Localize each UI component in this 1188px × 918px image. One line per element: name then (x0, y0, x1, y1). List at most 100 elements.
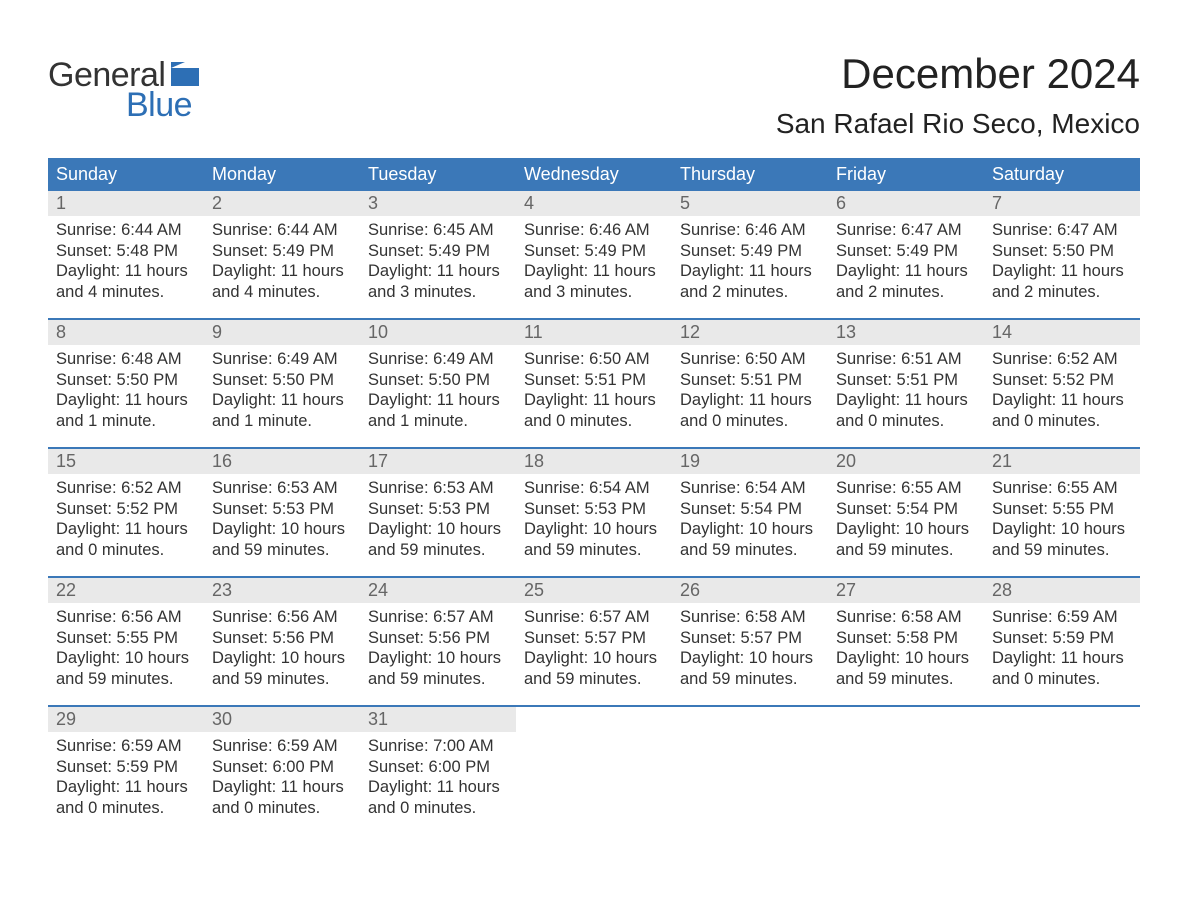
sunrise-line: Sunrise: 6:44 AM (212, 220, 352, 241)
title-block: December 2024 San Rafael Rio Seco, Mexic… (776, 50, 1140, 158)
sunrise-line: Sunrise: 6:53 AM (212, 478, 352, 499)
day-number: 21 (984, 449, 1140, 474)
weekday-header: Thursday (672, 158, 828, 191)
daylight-line: Daylight: 11 hours and 2 minutes. (680, 261, 820, 302)
day-details: Sunrise: 6:57 AMSunset: 5:57 PMDaylight:… (516, 603, 672, 694)
daylight-line: Daylight: 11 hours and 0 minutes. (524, 390, 664, 431)
calendar-week-row: 1Sunrise: 6:44 AMSunset: 5:48 PMDaylight… (48, 191, 1140, 319)
daylight-line: Daylight: 11 hours and 2 minutes. (836, 261, 976, 302)
calendar-cell: 15Sunrise: 6:52 AMSunset: 5:52 PMDayligh… (48, 449, 204, 577)
sunrise-line: Sunrise: 6:53 AM (368, 478, 508, 499)
sunrise-line: Sunrise: 6:55 AM (992, 478, 1132, 499)
sunrise-line: Sunrise: 7:00 AM (368, 736, 508, 757)
day-number: 3 (360, 191, 516, 216)
calendar-cell: 11Sunrise: 6:50 AMSunset: 5:51 PMDayligh… (516, 320, 672, 448)
sunset-line: Sunset: 5:49 PM (836, 241, 976, 262)
day-details: Sunrise: 6:46 AMSunset: 5:49 PMDaylight:… (516, 216, 672, 307)
calendar-header: SundayMondayTuesdayWednesdayThursdayFrid… (48, 158, 1140, 191)
sunset-line: Sunset: 5:53 PM (212, 499, 352, 520)
calendar-week-row: 8Sunrise: 6:48 AMSunset: 5:50 PMDaylight… (48, 320, 1140, 448)
calendar-cell: 18Sunrise: 6:54 AMSunset: 5:53 PMDayligh… (516, 449, 672, 577)
day-number: 20 (828, 449, 984, 474)
daylight-line: Daylight: 11 hours and 0 minutes. (836, 390, 976, 431)
calendar-cell: 8Sunrise: 6:48 AMSunset: 5:50 PMDaylight… (48, 320, 204, 448)
daylight-line: Daylight: 11 hours and 0 minutes. (680, 390, 820, 431)
calendar-cell: 2Sunrise: 6:44 AMSunset: 5:49 PMDaylight… (204, 191, 360, 319)
calendar-cell (984, 707, 1140, 835)
header-row: General Blue December 2024 San Rafael Ri… (48, 50, 1140, 158)
daylight-line: Daylight: 11 hours and 0 minutes. (56, 777, 196, 818)
day-number: 6 (828, 191, 984, 216)
day-details: Sunrise: 6:58 AMSunset: 5:57 PMDaylight:… (672, 603, 828, 694)
calendar-cell: 31Sunrise: 7:00 AMSunset: 6:00 PMDayligh… (360, 707, 516, 835)
day-number: 24 (360, 578, 516, 603)
sunset-line: Sunset: 5:50 PM (368, 370, 508, 391)
day-number: 10 (360, 320, 516, 345)
day-details: Sunrise: 6:51 AMSunset: 5:51 PMDaylight:… (828, 345, 984, 436)
calendar-week-row: 22Sunrise: 6:56 AMSunset: 5:55 PMDayligh… (48, 578, 1140, 706)
day-number: 11 (516, 320, 672, 345)
calendar-cell: 29Sunrise: 6:59 AMSunset: 5:59 PMDayligh… (48, 707, 204, 835)
day-number: 27 (828, 578, 984, 603)
daylight-line: Daylight: 11 hours and 3 minutes. (524, 261, 664, 302)
daylight-line: Daylight: 10 hours and 59 minutes. (836, 519, 976, 560)
sunrise-line: Sunrise: 6:50 AM (680, 349, 820, 370)
sunset-line: Sunset: 5:53 PM (368, 499, 508, 520)
sunset-line: Sunset: 5:49 PM (680, 241, 820, 262)
sunset-line: Sunset: 5:50 PM (56, 370, 196, 391)
day-details: Sunrise: 7:00 AMSunset: 6:00 PMDaylight:… (360, 732, 516, 823)
calendar-cell: 21Sunrise: 6:55 AMSunset: 5:55 PMDayligh… (984, 449, 1140, 577)
sunset-line: Sunset: 5:59 PM (992, 628, 1132, 649)
day-number: 16 (204, 449, 360, 474)
weekday-header: Saturday (984, 158, 1140, 191)
sunset-line: Sunset: 5:51 PM (680, 370, 820, 391)
day-details: Sunrise: 6:50 AMSunset: 5:51 PMDaylight:… (516, 345, 672, 436)
sunrise-line: Sunrise: 6:45 AM (368, 220, 508, 241)
day-details: Sunrise: 6:59 AMSunset: 6:00 PMDaylight:… (204, 732, 360, 823)
sunset-line: Sunset: 5:54 PM (836, 499, 976, 520)
sunrise-line: Sunrise: 6:58 AM (680, 607, 820, 628)
calendar-cell: 22Sunrise: 6:56 AMSunset: 5:55 PMDayligh… (48, 578, 204, 706)
sunset-line: Sunset: 5:59 PM (56, 757, 196, 778)
sunrise-line: Sunrise: 6:55 AM (836, 478, 976, 499)
day-details: Sunrise: 6:48 AMSunset: 5:50 PMDaylight:… (48, 345, 204, 436)
daylight-line: Daylight: 11 hours and 0 minutes. (212, 777, 352, 818)
sunrise-line: Sunrise: 6:44 AM (56, 220, 196, 241)
day-details: Sunrise: 6:59 AMSunset: 5:59 PMDaylight:… (48, 732, 204, 823)
weekday-header: Friday (828, 158, 984, 191)
daylight-line: Daylight: 10 hours and 59 minutes. (368, 519, 508, 560)
weekday-header: Sunday (48, 158, 204, 191)
day-number: 15 (48, 449, 204, 474)
location-title: San Rafael Rio Seco, Mexico (776, 108, 1140, 140)
day-number: 31 (360, 707, 516, 732)
weekday-header: Wednesday (516, 158, 672, 191)
day-details: Sunrise: 6:49 AMSunset: 5:50 PMDaylight:… (204, 345, 360, 436)
sunset-line: Sunset: 5:52 PM (992, 370, 1132, 391)
sunrise-line: Sunrise: 6:46 AM (524, 220, 664, 241)
day-details: Sunrise: 6:47 AMSunset: 5:49 PMDaylight:… (828, 216, 984, 307)
day-details: Sunrise: 6:56 AMSunset: 5:56 PMDaylight:… (204, 603, 360, 694)
day-number: 4 (516, 191, 672, 216)
day-details: Sunrise: 6:55 AMSunset: 5:55 PMDaylight:… (984, 474, 1140, 565)
day-details: Sunrise: 6:46 AMSunset: 5:49 PMDaylight:… (672, 216, 828, 307)
sunset-line: Sunset: 5:57 PM (680, 628, 820, 649)
calendar-cell: 17Sunrise: 6:53 AMSunset: 5:53 PMDayligh… (360, 449, 516, 577)
sunrise-line: Sunrise: 6:57 AM (368, 607, 508, 628)
daylight-line: Daylight: 10 hours and 59 minutes. (524, 519, 664, 560)
calendar-cell: 27Sunrise: 6:58 AMSunset: 5:58 PMDayligh… (828, 578, 984, 706)
sunset-line: Sunset: 5:49 PM (368, 241, 508, 262)
calendar-cell: 1Sunrise: 6:44 AMSunset: 5:48 PMDaylight… (48, 191, 204, 319)
day-details: Sunrise: 6:49 AMSunset: 5:50 PMDaylight:… (360, 345, 516, 436)
day-number: 19 (672, 449, 828, 474)
sunset-line: Sunset: 5:54 PM (680, 499, 820, 520)
sunset-line: Sunset: 5:56 PM (212, 628, 352, 649)
calendar-cell: 26Sunrise: 6:58 AMSunset: 5:57 PMDayligh… (672, 578, 828, 706)
day-details: Sunrise: 6:54 AMSunset: 5:54 PMDaylight:… (672, 474, 828, 565)
calendar-cell (672, 707, 828, 835)
sunrise-line: Sunrise: 6:54 AM (680, 478, 820, 499)
daylight-line: Daylight: 11 hours and 4 minutes. (56, 261, 196, 302)
day-details: Sunrise: 6:44 AMSunset: 5:48 PMDaylight:… (48, 216, 204, 307)
sunset-line: Sunset: 5:55 PM (992, 499, 1132, 520)
daylight-line: Daylight: 11 hours and 0 minutes. (992, 390, 1132, 431)
sunrise-line: Sunrise: 6:46 AM (680, 220, 820, 241)
